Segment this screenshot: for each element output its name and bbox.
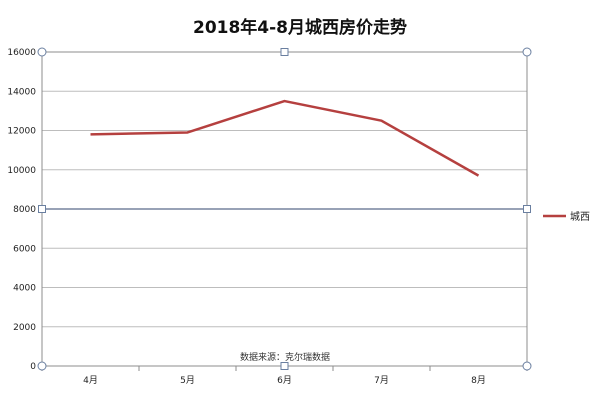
chart-title: 2018年4-8月城西房价走势 (193, 17, 407, 38)
resize-handle-edge[interactable] (523, 205, 531, 213)
x-tick-label-1: 4月 (83, 375, 98, 386)
resize-handle-corner[interactable] (522, 47, 532, 57)
x-axis-tick-labels: 4月 5月 6月 7月 8月 (83, 375, 486, 386)
x-tick-label-5: 8月 (471, 375, 486, 386)
x-tick-label-4: 7月 (374, 375, 389, 386)
selection-handles[interactable] (37, 47, 532, 371)
x-tick-label-2: 5月 (180, 375, 195, 386)
resize-handle-edge[interactable] (38, 205, 46, 213)
legend-label: 城西 (570, 211, 590, 223)
series-line-0 (90, 99, 480, 177)
resize-handle-corner[interactable] (37, 361, 47, 371)
y-tick-label-16000: 16000 (7, 48, 36, 58)
y-tick-label-12000: 12000 (7, 127, 36, 137)
y-tick-label-8000: 8000 (13, 205, 36, 215)
resize-handle-edge[interactable] (280, 48, 289, 56)
y-tick-label-0: 0 (30, 362, 36, 372)
y-tick-label-2000: 2000 (13, 323, 36, 333)
series-lines (90, 99, 480, 177)
y-axis-tick-labels: 0 2000 4000 6000 8000 10000 12000 14000 16000 (7, 48, 36, 372)
y-tick-label-6000: 6000 (13, 244, 36, 254)
gridlines (42, 51, 527, 367)
x-tick-label-3: 6月 (277, 375, 292, 386)
legend: 城西 (543, 211, 590, 223)
resize-handle-corner[interactable] (37, 47, 47, 57)
source-annotation: 数据来源：克尔瑞数据 (240, 351, 330, 363)
y-tick-label-10000: 10000 (7, 166, 36, 176)
resize-handle-corner[interactable] (522, 361, 532, 371)
y-tick-label-14000: 14000 (7, 87, 36, 97)
y-tick-label-4000: 4000 (13, 284, 36, 294)
resize-handle-edge[interactable] (280, 362, 289, 370)
